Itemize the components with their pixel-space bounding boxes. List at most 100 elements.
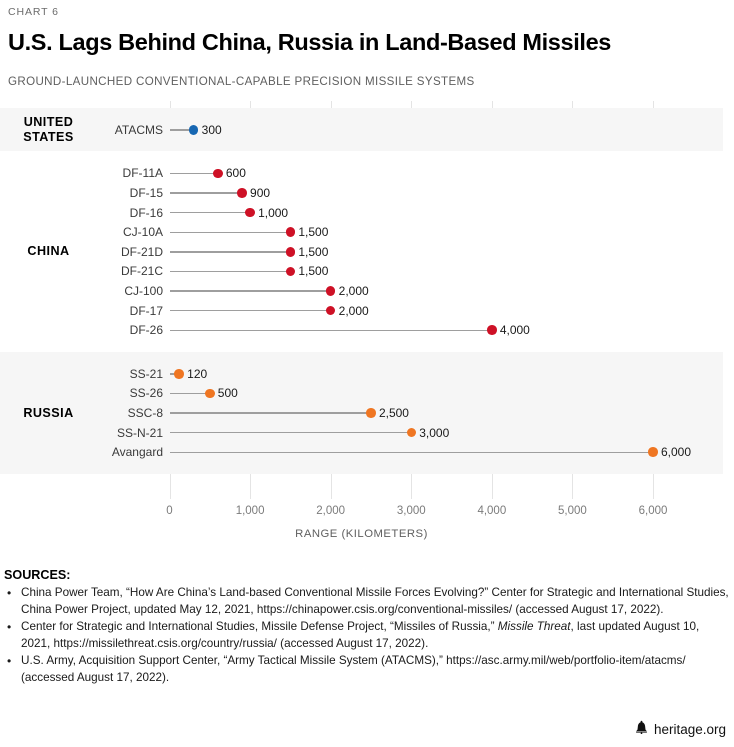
chart-row: SS-26 500 — [0, 383, 734, 403]
chart-row: Avangard 6,000 — [0, 442, 734, 462]
row-category-label: DF-21D — [120, 244, 163, 259]
source-publication-title: Missile Threat — [497, 620, 571, 634]
liberty-bell-icon — [635, 720, 648, 739]
source-item: • U.S. Army, Acquisition Support Center, … — [4, 653, 730, 686]
x-tick-label: 4,000 — [477, 504, 507, 517]
footer-site-name: heritage.org — [653, 722, 726, 737]
data-point-dot[interactable] — [245, 207, 255, 218]
group-band-china — [0, 151, 723, 352]
bullet-icon: • — [7, 620, 12, 635]
row-stem-line — [170, 412, 371, 414]
data-point-dot[interactable] — [188, 125, 199, 135]
data-point-dot[interactable] — [285, 247, 296, 257]
chart-number-label: CHART 6 — [8, 6, 59, 18]
sources-list: • China Power Team, “How Are China’s Land… — [4, 585, 730, 687]
data-point-dot[interactable] — [285, 266, 296, 277]
row-stem-line — [170, 251, 291, 253]
data-point-value: 1,500 — [298, 225, 329, 240]
source-item: • Center for Strategic and International … — [4, 619, 730, 652]
data-point-value: 120 — [187, 366, 208, 381]
data-point-value: 600 — [225, 166, 246, 181]
chart-row: SSC-8 2,500 — [0, 403, 734, 423]
row-stem-line — [170, 192, 243, 194]
row-category-label: DF-15 — [129, 186, 163, 201]
data-point-dot[interactable] — [174, 369, 184, 379]
chart-row: DF-15 900 — [0, 183, 734, 203]
data-point-value: 4,000 — [499, 323, 530, 338]
row-category-label: Avangard — [111, 445, 163, 460]
row-category-label: SS-26 — [129, 386, 163, 401]
x-tick-label: 1,000 — [235, 504, 265, 517]
chart-row: DF-16 1,000 — [0, 203, 734, 223]
data-point-dot[interactable] — [406, 427, 416, 438]
source-text: China Power Team, “How Are China’s Land-… — [21, 586, 729, 616]
x-tick-label: 5,000 — [558, 504, 587, 517]
source-text: Center for Strategic and International S… — [21, 620, 700, 650]
row-category-label: SS-21 — [129, 366, 163, 381]
data-point-value: 300 — [201, 122, 222, 137]
chart-row: ATACMS 300 — [0, 120, 734, 140]
x-tick-label: 2,000 — [316, 504, 346, 517]
row-stem-line — [170, 129, 194, 131]
source-text: U.S. Army, Acquisition Support Center, “… — [21, 654, 686, 685]
row-stem-line — [170, 231, 291, 233]
sources-section: SOURCES: • China Power Team, “How Are Chi… — [4, 568, 730, 688]
data-point-dot[interactable] — [285, 227, 296, 237]
data-point-dot[interactable] — [325, 305, 336, 316]
x-axis-title: RANGE (KILOMETERS) — [295, 527, 428, 540]
group-label-russia: RUSSIA — [0, 406, 97, 420]
row-category-label: SS-N-21 — [116, 425, 163, 440]
row-category-label: CJ-100 — [124, 284, 163, 299]
row-category-label: SSC-8 — [127, 406, 163, 421]
data-point-dot[interactable] — [366, 408, 376, 418]
data-point-value: 1,500 — [298, 244, 329, 259]
data-point-value: 900 — [250, 186, 271, 201]
group-label-line: CHINA — [27, 244, 70, 259]
data-point-dot[interactable] — [237, 188, 247, 198]
x-tick-label: 6,000 — [638, 504, 668, 517]
sources-heading: SOURCES: — [4, 568, 71, 582]
row-category-label: CJ-10A — [122, 225, 163, 240]
data-point-value: 1,000 — [258, 205, 289, 220]
page-title: U.S. Lags Behind China, Russia in Land-B… — [8, 29, 612, 55]
row-stem-line — [170, 309, 331, 312]
row-stem-line — [170, 451, 653, 453]
data-point-dot[interactable] — [648, 447, 658, 457]
dot-plot-chart: UNITED STATES CHINA RUSSIA ATACMS 300 DF-11A 6… — [0, 100, 734, 540]
data-point-value: 1,500 — [298, 264, 329, 279]
group-label-line: STATES — [23, 129, 74, 144]
source-item: • China Power Team, “How Are China’s Land… — [4, 585, 730, 618]
chart-row: DF-26 4,000 — [0, 320, 734, 340]
data-point-value: 2,500 — [378, 406, 409, 421]
row-category-label: DF-26 — [129, 323, 163, 338]
row-category-label: DF-21C — [120, 264, 163, 279]
data-point-dot[interactable] — [213, 168, 223, 179]
chart-row: DF-11A 600 — [0, 163, 734, 183]
data-point-value: 6,000 — [661, 445, 692, 460]
x-tick-label: 3,000 — [396, 504, 426, 517]
bullet-icon: • — [7, 586, 12, 600]
chart-row: SS-21 120 — [0, 364, 734, 384]
chart-row: DF-21D 1,500 — [0, 242, 734, 262]
row-stem-line — [170, 172, 218, 175]
row-stem-line — [170, 270, 291, 273]
row-stem-line — [170, 329, 492, 331]
data-point-value: 2,000 — [338, 303, 369, 318]
group-label-china: CHINA — [0, 244, 97, 258]
group-band-united-states — [0, 107, 723, 152]
group-label-united-states: UNITED STATES — [0, 115, 97, 144]
data-point-dot[interactable] — [205, 388, 215, 399]
chart-row: CJ-10A 1,500 — [0, 222, 734, 242]
data-point-dot[interactable] — [325, 286, 336, 296]
chart-row: DF-17 2,000 — [0, 301, 734, 321]
row-stem-line — [170, 290, 331, 292]
footer-branding: heritage.org — [635, 720, 726, 739]
row-category-label: ATACMS — [114, 122, 163, 137]
chart-row: CJ-100 2,000 — [0, 281, 734, 301]
row-category-label: DF-11A — [122, 166, 163, 181]
data-point-dot[interactable] — [487, 325, 497, 335]
data-point-value: 3,000 — [419, 425, 450, 440]
row-category-label: DF-16 — [129, 205, 163, 220]
row-stem-line — [170, 431, 412, 434]
data-point-value: 2,000 — [338, 284, 369, 299]
